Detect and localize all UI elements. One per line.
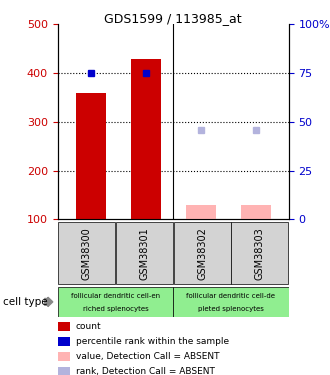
Bar [185, 205, 216, 219]
FancyBboxPatch shape [173, 287, 289, 317]
Text: GDS1599 / 113985_at: GDS1599 / 113985_at [104, 12, 242, 25]
Text: rank, Detection Call = ABSENT: rank, Detection Call = ABSENT [76, 367, 215, 375]
Text: percentile rank within the sample: percentile rank within the sample [76, 337, 229, 346]
Text: follicular dendritic cell-en: follicular dendritic cell-en [71, 293, 160, 299]
Text: follicular dendritic cell-de: follicular dendritic cell-de [186, 293, 276, 299]
FancyBboxPatch shape [174, 222, 231, 284]
Text: GSM38301: GSM38301 [139, 227, 149, 279]
Bar [241, 205, 271, 219]
FancyBboxPatch shape [116, 222, 173, 284]
Text: pleted splenocytes: pleted splenocytes [198, 306, 264, 312]
Text: count: count [76, 322, 102, 331]
Text: GSM38302: GSM38302 [197, 226, 207, 280]
FancyBboxPatch shape [231, 222, 288, 284]
FancyBboxPatch shape [58, 287, 173, 317]
Text: GSM38300: GSM38300 [82, 227, 92, 279]
Bar [76, 93, 106, 219]
Bar [131, 58, 161, 219]
Text: GSM38303: GSM38303 [255, 227, 265, 279]
Text: cell type: cell type [3, 297, 48, 307]
FancyBboxPatch shape [58, 222, 115, 284]
Text: riched splenocytes: riched splenocytes [82, 306, 148, 312]
Text: value, Detection Call = ABSENT: value, Detection Call = ABSENT [76, 352, 219, 361]
